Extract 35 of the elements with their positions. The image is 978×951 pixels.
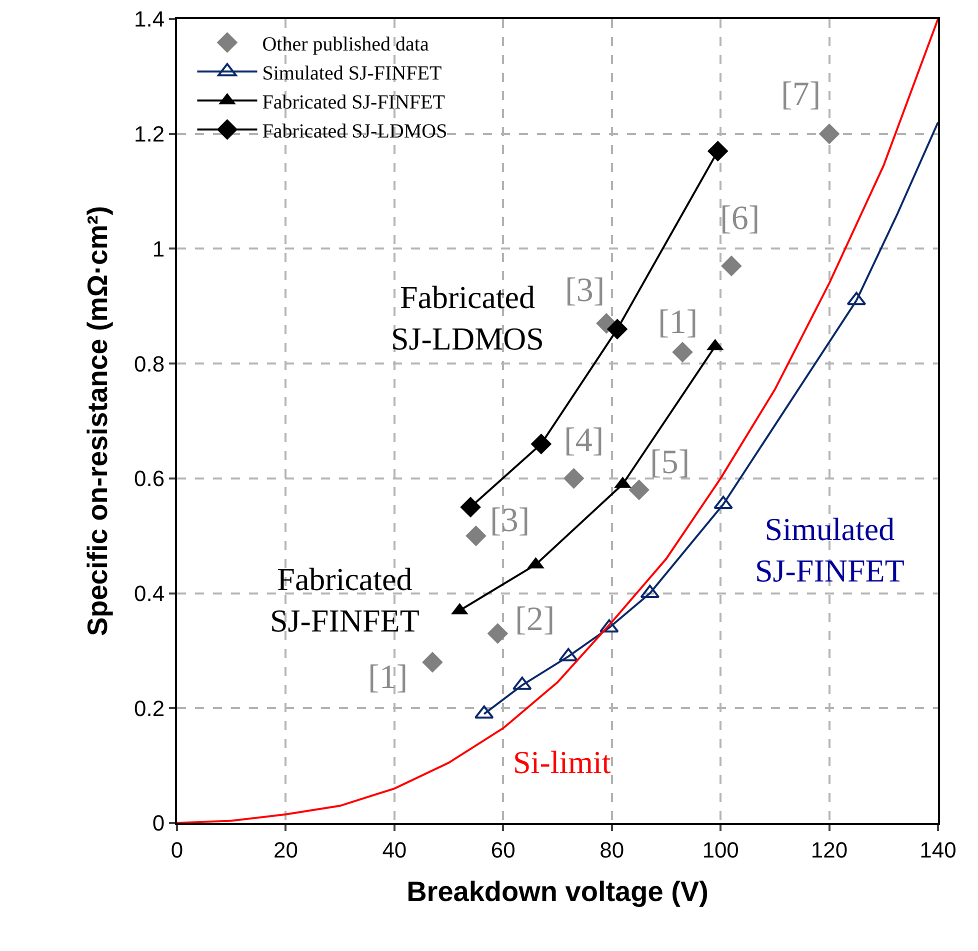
legend-label: Other published data	[262, 33, 429, 56]
annotation: [4]	[564, 422, 604, 459]
y-tick-label: 1.4	[134, 6, 165, 32]
y-tick-label: 0.8	[134, 351, 165, 376]
x-tick-label: 120	[810, 837, 848, 862]
x-tick-label: 80	[600, 837, 624, 862]
legend-label: Fabricated SJ-LDMOS	[262, 120, 448, 142]
annotation: [6]	[720, 200, 760, 237]
annotation: Fabricated SJ-LDMOS	[391, 279, 544, 357]
annotation: Simulated SJ-FINFET	[755, 511, 905, 589]
annotation: Si-limit	[513, 744, 611, 780]
x-tick-label: 0	[170, 837, 184, 862]
y-tick-label: 1.2	[134, 122, 165, 147]
x-axis-title: Breakdown voltage (V)	[406, 876, 708, 907]
annotation: [2]	[515, 601, 555, 638]
x-tick-label: 100	[702, 837, 739, 862]
y-tick-label: 0.6	[134, 466, 165, 492]
x-tick-label: 20	[273, 837, 298, 862]
legend-label: Simulated SJ-FINFET	[262, 62, 442, 84]
annotation: [3]	[565, 272, 605, 309]
annotation: [3]	[490, 502, 530, 539]
annotation: [1]	[658, 304, 698, 341]
legend-label: Fabricated SJ-FINFET	[262, 91, 445, 114]
annotation: [5]	[650, 444, 690, 481]
x-tick-label: 60	[490, 837, 516, 862]
annotation: Fabricated SJ-FINFET	[270, 561, 420, 639]
y-tick-label: 0.2	[134, 696, 165, 721]
y-tick-label: 0.4	[134, 580, 165, 606]
x-tick-label: 40	[382, 837, 407, 862]
annotation: [1]	[368, 659, 408, 696]
y-tick-label: 0	[152, 810, 165, 836]
y-tick-label: 1	[152, 236, 165, 262]
y-axis-title: Specific on-resistance (mΩ·cm²)	[82, 206, 114, 636]
annotation: [7]	[781, 76, 821, 113]
x-tick-label: 140	[920, 837, 956, 862]
